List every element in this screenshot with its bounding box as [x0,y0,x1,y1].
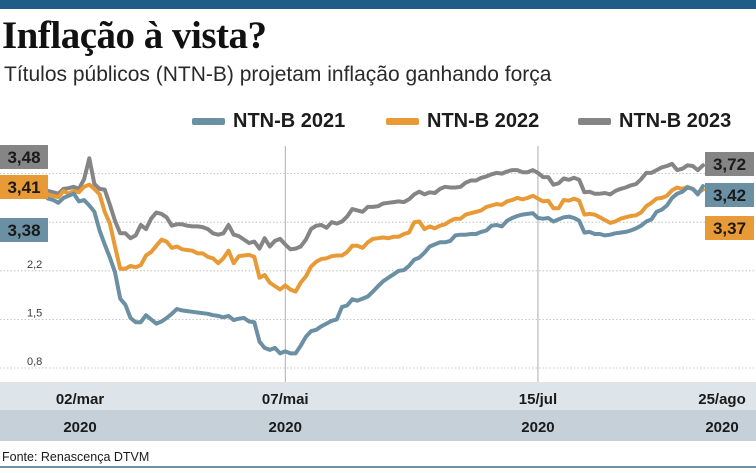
end-label-ntnb-2021-text: 3,42 [713,186,746,205]
start-label-ntnb-2021-bg [0,218,48,242]
start-label-ntnb-2022-bg [0,175,48,199]
series-line-ntn-b-2021 [46,184,705,356]
end-label-ntnb-2023: 3,72 [705,152,754,176]
x-tick-year-label: 2020 [63,419,96,436]
source-note: Fonte: Renascença DTVM [2,450,150,464]
start-label-ntnb-2023: 3,48 [0,145,48,169]
value-labels: 3,48 3,41 3,38 3,72 3,42 3,37 [0,145,754,242]
y-tick-label: 0,8 [27,356,42,368]
legend-swatch-ntnb-2021 [192,117,225,125]
series-line-ntn-b-2023 [46,156,705,252]
x-axis-band-years [0,410,756,441]
chart-title: Inflação à vista? [2,14,267,57]
legend-label-ntnb-2022: NTN-B 2022 [427,110,540,132]
legend-label-ntnb-2021: NTN-B 2021 [233,110,346,132]
legend-item-ntnb-2022: NTN-B 2022 [386,108,539,134]
start-label-ntnb-2022: 3,41 [0,175,48,199]
legend-swatch-ntnb-2023 [578,117,611,125]
x-tick-year-label: 2020 [705,419,738,436]
start-label-ntnb-2022-text: 3,41 [7,178,40,197]
end-label-ntnb-2021: 3,42 [705,183,754,207]
x-axis-band-months [0,382,756,410]
end-label-ntnb-2022-bg [705,216,754,240]
end-label-ntnb-2022-text: 3,37 [713,219,746,238]
x-tick-label: 15/jul [519,391,557,408]
legend-item-ntnb-2021: NTN-B 2021 [192,108,345,134]
chart-subtitle: Títulos públicos (NTN-B) projetam inflaç… [4,63,552,86]
grid: 0,8 1,5 2,2 [0,146,756,382]
end-label-ntnb-2023-bg [705,152,754,176]
line-chart: 0,8 1,5 2,2 3,48 3,41 3,38 3,72 3,42 3,37 02/ma… [0,145,756,441]
start-label-ntnb-2021: 3,38 [0,218,48,242]
end-label-ntnb-2021-bg [705,183,754,207]
x-tick-year-label: 2020 [269,419,302,436]
start-label-ntnb-2021-text: 3,38 [7,221,40,240]
series-lines [46,156,705,356]
end-label-ntnb-2023-text: 3,72 [713,155,746,174]
series-line-ntn-b-2022 [46,182,705,294]
bottom-rule [0,466,756,468]
start-label-ntnb-2023-bg [0,145,48,169]
start-label-ntnb-2023-text: 3,48 [7,148,40,167]
y-tick-label: 2,2 [27,259,42,271]
top-accent-bar [0,0,756,9]
legend-swatch-ntnb-2022 [386,117,419,125]
x-tick-year-label: 2020 [521,419,554,436]
legend-item-ntnb-2023: NTN-B 2023 [578,108,731,134]
x-tick-label: 02/mar [56,391,105,408]
legend: NTN-B 2021 NTN-B 2022 NTN-B 2023 [0,108,756,136]
end-label-ntnb-2022: 3,37 [705,216,754,240]
x-tick-label: 07/mai [262,391,309,408]
y-tick-label: 1,5 [27,307,42,319]
x-tick-label: 25/ago [698,391,746,408]
legend-label-ntnb-2023: NTN-B 2023 [619,110,732,132]
x-axis: 02/mar 2020 07/mai 2020 15/jul 2020 25/ago 2020 [0,382,756,441]
